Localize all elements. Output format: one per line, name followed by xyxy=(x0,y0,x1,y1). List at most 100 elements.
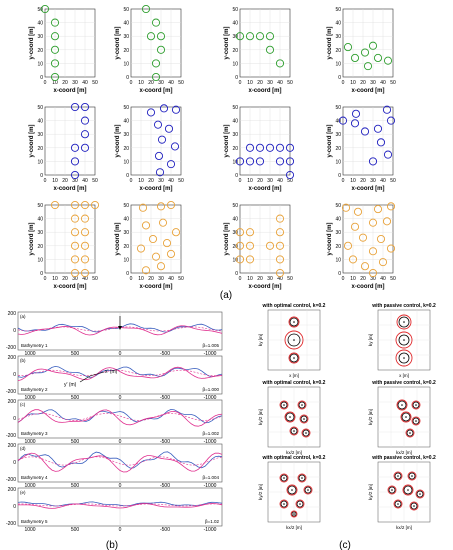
bathy-x-tick: 1000 xyxy=(24,439,35,445)
x-tick-label: 20 xyxy=(148,276,154,282)
turbine-marker xyxy=(141,266,151,275)
center-dot xyxy=(293,321,295,323)
turbine-marker xyxy=(265,241,275,250)
turbine-marker xyxy=(363,62,373,71)
layout-frame xyxy=(342,106,394,176)
bathy-x-tick: 1000 xyxy=(24,351,35,357)
outer-ring xyxy=(411,400,421,410)
x-tick-label: 40 xyxy=(380,276,386,282)
turbine-marker xyxy=(153,120,163,129)
x-tick-label: 20 xyxy=(62,80,68,86)
control-panel: with optimal control, k=0.2 kx/2 [m] ky/2 … xyxy=(258,455,326,530)
bathy-ratio: β=1.004 xyxy=(203,475,220,480)
bathy-line-dashed xyxy=(17,456,223,466)
x-tick-label: 50 xyxy=(390,276,396,282)
y-tick-label: 20 xyxy=(232,48,238,54)
x-tick-label: 40 xyxy=(168,276,174,282)
turbine-marker xyxy=(70,228,80,237)
y-tick-label: 30 xyxy=(335,230,341,236)
panel-tag: (e) xyxy=(20,490,26,495)
bathy-y-tick: -200 xyxy=(6,477,16,483)
turbine-marker xyxy=(350,119,360,128)
y-tick-label: 30 xyxy=(232,34,238,40)
center-dot xyxy=(403,321,405,323)
x-tick-label: 30 xyxy=(267,80,273,86)
control-title: with optimal control, k=0.2 xyxy=(262,380,326,386)
y-tick-label: 10 xyxy=(123,159,129,165)
layout-panel: 00 10 10 20 20 30 30 40 40 50 50 x-coord [m] y-coord… xyxy=(29,4,98,94)
x-axis-label: x-coord [m] xyxy=(249,186,282,192)
bathy-line-blue xyxy=(17,408,223,424)
y-tick-label: 0 xyxy=(338,75,341,81)
bathy-line-dashed xyxy=(18,369,223,376)
y-tick-label: 30 xyxy=(37,230,43,236)
panel-tag: (a) xyxy=(20,314,26,319)
layout-frame xyxy=(239,106,291,176)
outer-ring xyxy=(279,400,289,410)
y-tick-label: 10 xyxy=(37,61,43,67)
turbine-marker xyxy=(255,157,265,166)
y-tick-label: 30 xyxy=(37,34,43,40)
inner-ring xyxy=(280,401,288,409)
bathy-x-tick: -500 xyxy=(160,483,170,489)
turbine-marker xyxy=(164,124,174,133)
x-tick-label: 20 xyxy=(257,276,263,282)
turbine-marker xyxy=(386,116,396,125)
layout-frame xyxy=(130,8,182,78)
turbine-marker xyxy=(80,200,90,210)
bathy-y-tick: 200 xyxy=(8,487,17,493)
x-axis-label: x-coord [m] xyxy=(140,186,173,192)
turbine-marker xyxy=(351,109,361,118)
y-axis-label: y-coord [m] xyxy=(29,124,35,157)
y-axis-label: y-coord [m] xyxy=(327,124,333,157)
y-tick-label: 50 xyxy=(123,7,129,13)
y-axis-label: y-coord [m] xyxy=(29,26,35,59)
control-title: with passive control, k=0.2 xyxy=(371,455,436,461)
y-tick-label: 30 xyxy=(232,132,238,138)
bathy-line-blue xyxy=(17,451,223,469)
x-tick-label: 10 xyxy=(247,276,253,282)
turbine-marker xyxy=(156,32,166,41)
bathy-y-tick: -200 xyxy=(6,433,16,439)
annot-y: y' (m) xyxy=(64,382,77,388)
layout-frame xyxy=(44,106,96,176)
turbine-marker xyxy=(80,268,90,278)
turbine-marker xyxy=(50,59,60,68)
inner-ring xyxy=(289,317,299,327)
turbine-marker xyxy=(360,262,370,271)
x-tick-label: 20 xyxy=(360,276,366,282)
turbine-marker xyxy=(275,228,285,237)
y-tick-label: 40 xyxy=(335,217,341,223)
x-tick-label: 50 xyxy=(287,276,293,282)
turbine-marker xyxy=(368,157,378,166)
turbine-marker xyxy=(141,4,151,14)
turbine-marker xyxy=(151,59,161,68)
control-title: with optimal control, k=0.2 xyxy=(262,455,326,461)
center-dot xyxy=(301,477,303,479)
turbine-marker xyxy=(158,218,168,227)
down-arrow-head-icon xyxy=(118,326,122,330)
turbine-marker xyxy=(70,255,80,264)
control-xlabel: kx/2 [m] xyxy=(286,450,302,455)
turbine-marker xyxy=(275,157,285,166)
layout-panel: 00 10 10 20 20 30 30 40 40 50 50 x-coord [m] y-coord… xyxy=(327,7,396,94)
y-axis-label: y-coord [m] xyxy=(224,124,230,157)
y-tick-label: 0 xyxy=(338,271,341,277)
bathy-name: Bathymetry 5 xyxy=(21,519,48,524)
outer-ring xyxy=(400,411,412,423)
bathy-line-pink xyxy=(17,409,223,427)
x-tick-label: 20 xyxy=(257,178,263,184)
x-axis-label: x-coord [m] xyxy=(140,88,173,94)
turbine-marker xyxy=(245,228,255,237)
y-tick-label: 10 xyxy=(123,61,129,67)
center-dot xyxy=(403,357,405,359)
control-title: with passive control, k=0.2 xyxy=(371,303,436,309)
turbine-marker xyxy=(235,32,245,41)
y-tick-label: 20 xyxy=(123,244,129,250)
bathy-x-tick: -1000 xyxy=(204,439,217,445)
turbine-marker xyxy=(360,48,370,57)
x-tick-label: 30 xyxy=(370,80,376,86)
y-tick-label: 40 xyxy=(37,217,43,223)
center-dot xyxy=(293,357,295,359)
